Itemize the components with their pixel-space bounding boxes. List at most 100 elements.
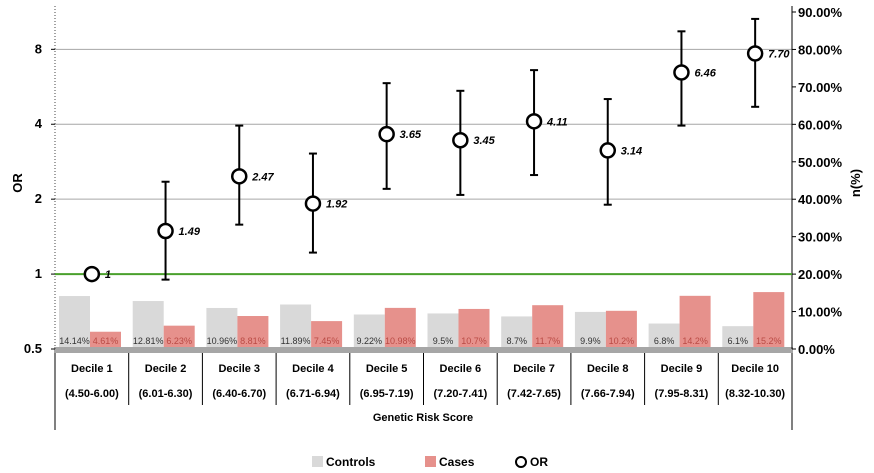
- bar-controls: [574, 311, 606, 349]
- bar-label-controls: 11.89%: [281, 336, 311, 346]
- bar-controls: [353, 314, 385, 349]
- y-right-tick-label: 90.00%: [798, 5, 843, 20]
- y-right-tick-label: 80.00%: [798, 42, 843, 57]
- bar-label-controls: 9.9%: [580, 336, 601, 346]
- or-value-label: 2.47: [251, 171, 274, 183]
- y-left-tick-label: 4: [35, 116, 43, 131]
- y-left-tick-label: 0.5: [24, 341, 42, 356]
- or-point: [378, 125, 395, 143]
- bar-controls: [206, 307, 238, 349]
- or-value-label: 4.11: [546, 116, 568, 128]
- or-point: [599, 142, 616, 159]
- or-point: [525, 113, 543, 130]
- bar-label-controls: 9.5%: [433, 336, 454, 346]
- y-axis-left-label: OR: [10, 173, 25, 193]
- bar-label-controls: 9.22%: [357, 336, 383, 346]
- legend-swatch-cases: [425, 456, 436, 467]
- bar-cases: [311, 321, 343, 349]
- bar-label-controls: 10.96%: [207, 336, 238, 346]
- bar-cases: [458, 308, 490, 349]
- bar-cases: [679, 295, 711, 349]
- category-label: Decile 1: [71, 363, 113, 375]
- category-range: (7.95-8.31): [655, 388, 709, 400]
- bar-cases: [532, 305, 564, 349]
- bar-label-controls: 6.8%: [654, 336, 675, 346]
- category-range: (7.66-7.94): [581, 388, 635, 400]
- y-right-tick-label: 40.00%: [798, 192, 843, 207]
- y-right-tick-label: 10.00%: [798, 305, 843, 320]
- y-axis-right-label: n(%): [848, 169, 863, 197]
- category-range: (6.01-6.30): [139, 388, 193, 400]
- y-right-tick-label: 30.00%: [798, 230, 843, 245]
- bar-cases: [605, 310, 637, 349]
- category-label: Decile 6: [440, 363, 482, 375]
- bar-label-controls: 6.1%: [728, 336, 749, 346]
- bar-label-controls: 12.81%: [133, 336, 164, 346]
- bar-cases: [163, 325, 195, 349]
- legend-label-cases: Cases: [439, 455, 475, 469]
- bar-controls: [427, 313, 459, 349]
- or-value-label: 1.49: [179, 226, 201, 238]
- bar-label-cases: 4.61%: [93, 336, 119, 346]
- legend: Controls Cases OR: [312, 455, 548, 469]
- plot-floor: [54, 347, 793, 353]
- bar-label-cases: 15.2%: [756, 336, 782, 346]
- bar-controls: [280, 304, 312, 349]
- bar-label-controls: 14.14%: [59, 336, 90, 346]
- y-left-tick-label: 2: [35, 191, 42, 206]
- or-value-label: 1.92: [326, 199, 347, 211]
- category-label: Decile 9: [661, 363, 703, 375]
- bar-controls: [501, 316, 533, 349]
- legend-label-controls: Controls: [326, 455, 376, 469]
- or-value-label: 1: [105, 269, 111, 281]
- y-right-tick-label: 60.00%: [798, 117, 843, 132]
- or-value-label: 7.70: [768, 48, 790, 60]
- x-axis-label: Genetic Risk Score: [373, 412, 473, 424]
- category-label: Decile 5: [366, 363, 408, 375]
- or-point: [746, 45, 764, 62]
- y-left-tick-label: 8: [35, 41, 42, 56]
- or-value-label: 6.46: [694, 67, 716, 79]
- or-series: 1 1.49 2.47 1.92 3.65 3.45 4.11 3.14 6.46 7.70: [83, 17, 790, 283]
- category-label: Decile 8: [587, 363, 629, 375]
- category-label: Decile 10: [731, 363, 779, 375]
- bar-label-controls: 8.7%: [506, 336, 527, 346]
- category-range: (7.42-7.65): [507, 388, 561, 400]
- y-left-tick-label: 1: [35, 266, 42, 281]
- bar-label-cases: 6.23%: [166, 336, 192, 346]
- category-range: (7.20-7.41): [433, 388, 487, 400]
- or-point: [673, 64, 690, 81]
- category-label: Decile 4: [292, 363, 334, 375]
- bar-controls: [132, 301, 164, 349]
- bar-controls: [648, 323, 680, 349]
- bar-cases: [753, 292, 785, 349]
- bar-cases: [384, 307, 416, 349]
- or-point: [83, 265, 101, 283]
- bar-label-cases: 10.7%: [461, 336, 487, 346]
- y-right-tick-label: 50.00%: [798, 155, 843, 170]
- bar-series: 14.14% 4.61% 12.81% 6.23% 10.96% 8.81% 11.89% 7…: [59, 292, 785, 349]
- category-range: (6.71-6.94): [286, 388, 340, 400]
- or-point: [304, 195, 322, 212]
- legend-marker-or: [515, 456, 527, 468]
- category-label: Decile 3: [218, 363, 260, 375]
- bar-cases: [90, 331, 121, 349]
- bar-controls: [59, 296, 90, 349]
- bar-label-cases: 8.81%: [240, 336, 266, 346]
- y-right-tick-label: 70.00%: [798, 80, 843, 95]
- bar-label-cases: 11.7%: [535, 336, 560, 346]
- category-label: Decile 7: [513, 363, 555, 375]
- bar-label-cases: 10.98%: [385, 336, 416, 346]
- category-range: (4.50-6.00): [65, 388, 119, 400]
- category-table: Decile 1 (4.50-6.00) Decile 2 (6.01-6.30) De…: [54, 353, 793, 430]
- category-range: (8.32-10.30): [725, 388, 785, 400]
- or-point: [157, 222, 174, 240]
- x-axis-floor: [54, 347, 793, 353]
- or-point: [452, 131, 469, 149]
- legend-swatch-controls: [312, 456, 323, 467]
- or-value-label: 3.45: [473, 135, 495, 147]
- or-point: [231, 168, 248, 185]
- bar-cases: [237, 316, 269, 349]
- bar-label-cases: 10.2%: [609, 336, 635, 346]
